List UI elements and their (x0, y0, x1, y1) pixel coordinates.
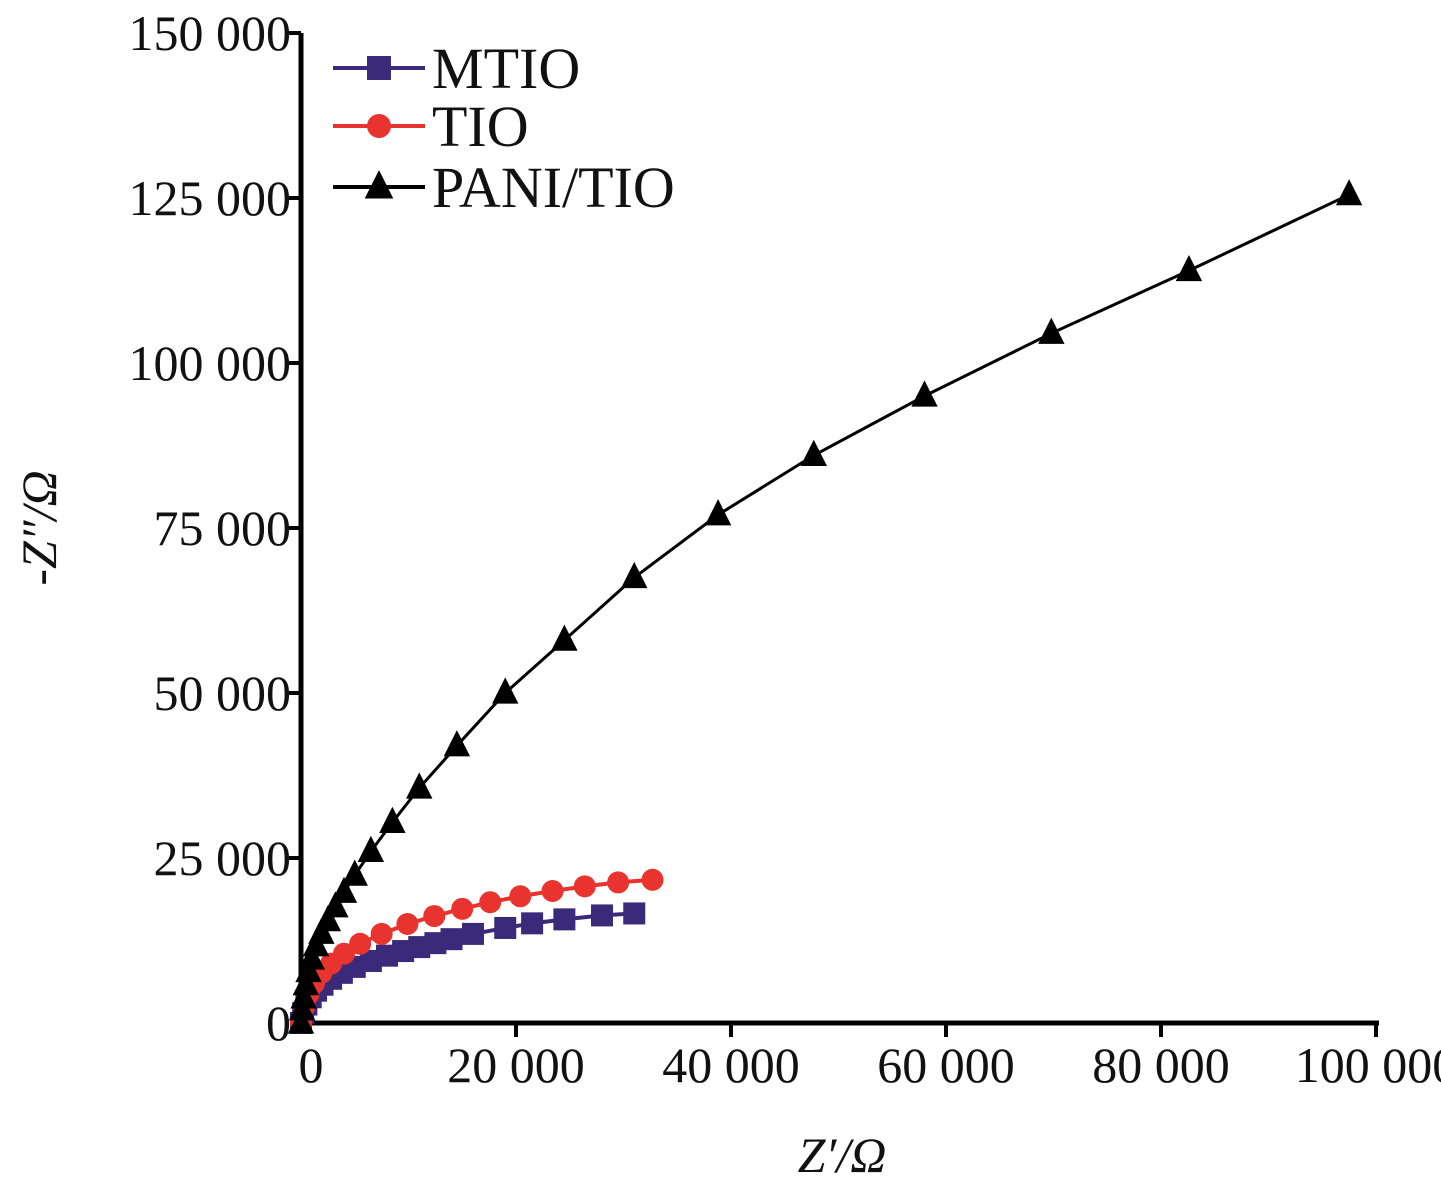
data-point (322, 891, 349, 918)
legend-label: MTIO (432, 36, 580, 101)
x-tick-label: 20 000 (447, 1037, 585, 1093)
x-tick-label: 40 000 (662, 1037, 800, 1093)
data-point (423, 905, 446, 928)
data-point (462, 922, 484, 945)
data-point (704, 499, 732, 526)
data-point (370, 922, 393, 945)
data-point (451, 897, 474, 920)
data-point (1038, 317, 1065, 344)
x-axis-title: Z′/Ω (798, 1127, 887, 1181)
data-point (911, 380, 938, 407)
y-tick-label: 75 000 (154, 500, 292, 556)
data-point (406, 772, 433, 799)
y-tick-label: 0 (266, 995, 291, 1051)
data-point (641, 868, 664, 891)
data-point (591, 904, 613, 927)
data-point (290, 982, 317, 1009)
data-point (800, 439, 827, 466)
series-mtio (290, 902, 646, 1034)
data-point (314, 905, 342, 932)
data-point (607, 871, 630, 894)
data-point (396, 913, 419, 935)
x-tick-label: 80 000 (1092, 1037, 1230, 1093)
data-point (330, 876, 358, 903)
data-point (333, 942, 355, 965)
y-axis-title: -Z″/Ω (11, 470, 67, 585)
data-point (623, 902, 646, 925)
data-point (492, 677, 519, 704)
y-tick-label: 50 000 (154, 665, 292, 721)
data-point (1175, 254, 1203, 282)
legend-marker (367, 114, 391, 138)
data-point (287, 1007, 315, 1034)
data-point (621, 561, 648, 589)
data-point (521, 912, 544, 935)
legend-marker (364, 170, 394, 199)
data-point (443, 730, 471, 757)
data-point (553, 908, 576, 931)
legend-marker (367, 56, 391, 80)
data-point (509, 885, 532, 908)
series-layer (287, 179, 1363, 1034)
data-point (379, 806, 406, 833)
data-point (357, 835, 385, 862)
legend-label: TIO (432, 94, 529, 159)
y-tick-label: 125 000 (129, 170, 292, 226)
x-tick-label: 0 (299, 1037, 324, 1093)
series-pani-tio (287, 179, 1363, 1034)
data-point (298, 943, 325, 970)
y-ticks: 0 25 000 50 000 75 000 100 000 125 000 150 000 (129, 5, 301, 1051)
y-tick-label: 100 000 (129, 335, 292, 391)
x-tick-label: 100 000 (1295, 1037, 1441, 1093)
y-tick-label: 150 000 (129, 5, 292, 61)
data-point (479, 891, 502, 914)
data-point (292, 969, 320, 996)
data-point (440, 928, 463, 951)
x-tick-label: 60 000 (877, 1037, 1015, 1093)
x-ticks: 0 20 000 40 000 60 000 80 000 100 000 (299, 1023, 1441, 1093)
data-point (551, 624, 578, 651)
y-tick-label: 25 000 (154, 830, 292, 886)
data-point (494, 916, 517, 939)
data-point (1335, 179, 1363, 206)
data-point (573, 875, 596, 898)
data-point (349, 932, 372, 955)
data-point (541, 880, 564, 902)
data-point (341, 859, 368, 886)
legend-label: PANI/TIO (432, 155, 675, 220)
